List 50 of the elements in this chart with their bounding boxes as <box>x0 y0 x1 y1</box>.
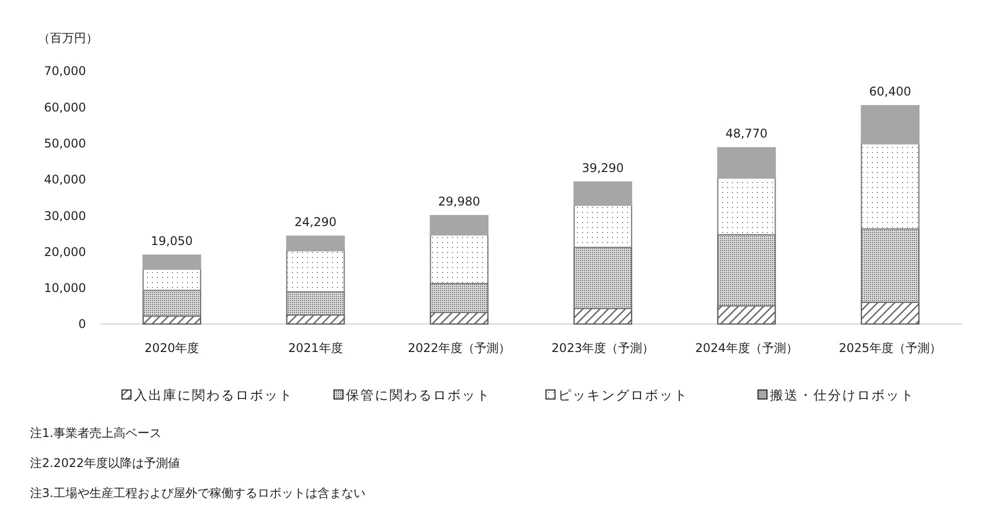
total-label: 60,400 <box>869 84 912 99</box>
bar <box>430 282 488 314</box>
bar <box>574 181 632 206</box>
bar <box>860 105 920 144</box>
bar <box>574 308 632 325</box>
bar <box>860 228 920 303</box>
bar <box>860 302 920 325</box>
y-tick-label: 0 <box>78 317 86 332</box>
y-tick-label: 70,000 <box>44 64 86 78</box>
bar <box>574 246 632 310</box>
legend-label: 搬送・仕分けロボット <box>770 388 915 404</box>
bar <box>717 234 776 307</box>
text: 注3.工場や生産工程および屋外で稼働するロボットは含まない <box>30 486 366 500</box>
legend-label: 入出庫に関わるロボット <box>134 388 294 404</box>
bar <box>717 305 776 325</box>
bar <box>142 254 202 270</box>
bar <box>286 291 345 316</box>
x-tick-label: 2023年度（予測） <box>552 341 654 355</box>
bar <box>286 236 345 252</box>
bar <box>717 147 776 179</box>
x-tick-label: 2022年度（予測） <box>408 341 510 355</box>
legend-label: 保管に関わるロボット <box>346 388 491 404</box>
bar <box>142 268 202 291</box>
legend-label: ピッキングロボット <box>558 388 688 404</box>
x-tick-label: 2025年度（予測） <box>838 341 942 355</box>
x-tick-label: 2021年度 <box>288 341 343 355</box>
bar <box>430 215 488 236</box>
y-tick-label: 30,000 <box>44 208 86 223</box>
total-label: 48,770 <box>726 126 768 141</box>
y-tick-label: 20,000 <box>44 244 86 259</box>
text: 注2.2022年度以降は予測値 <box>30 456 180 470</box>
total-label: 19,050 <box>150 234 193 248</box>
text: 注1.事業者売上高ベース <box>30 426 162 440</box>
y-axis-title: （百万円） <box>38 31 98 45</box>
bar <box>142 290 202 317</box>
bar <box>286 250 345 292</box>
x-tick-label: 2024年度（予測） <box>695 341 798 355</box>
y-tick-label: 40,000 <box>44 172 86 187</box>
y-tick-label: 50,000 <box>44 136 86 150</box>
bar <box>574 204 632 248</box>
y-tick-label: 60,000 <box>44 100 86 114</box>
y-tick-label: 10,000 <box>44 281 86 296</box>
total-label: 24,290 <box>294 215 336 230</box>
total-label: 39,290 <box>582 160 624 175</box>
x-tick-label: 2020年度 <box>144 341 200 355</box>
total-label: 29,980 <box>438 194 480 209</box>
bar <box>430 234 488 284</box>
bar <box>717 177 776 236</box>
bar <box>860 143 920 230</box>
bar <box>430 312 488 325</box>
